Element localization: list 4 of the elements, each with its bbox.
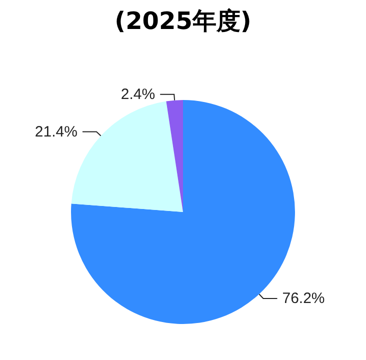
data-label: 2.4% (120, 86, 156, 103)
data-label: 21.4% (34, 123, 78, 140)
chart-title: (2025年度) (114, 7, 252, 35)
data-label: 76.2% (282, 290, 325, 308)
